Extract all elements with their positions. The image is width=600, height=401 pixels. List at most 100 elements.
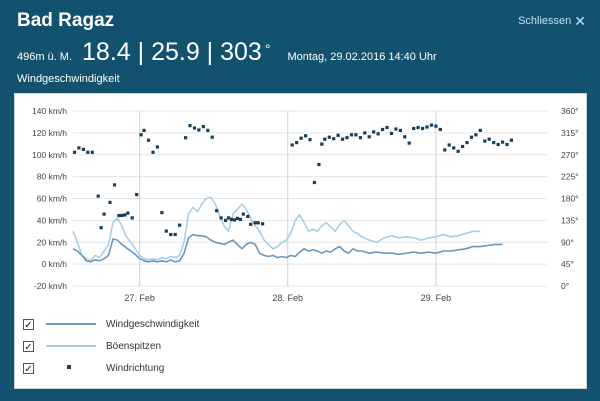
direction-point [496, 142, 500, 147]
legend-swatch-wind-speed [46, 317, 96, 331]
y-left-tick-label: 40 km/h [37, 215, 68, 225]
direction-point [81, 147, 85, 151]
direction-point [246, 214, 250, 219]
direction-point [327, 135, 331, 139]
direction-point [86, 150, 90, 154]
direction-point [492, 141, 496, 145]
close-icon: ✕ [574, 12, 586, 29]
direction-point [173, 232, 177, 237]
direction-point [226, 216, 231, 220]
direction-point [474, 133, 478, 137]
close-label: Schliessen [518, 15, 572, 27]
direction-point [372, 130, 376, 134]
y-left-tick-label: 140 km/h [32, 106, 67, 116]
y-right-tick-label: 360° [561, 106, 579, 116]
series-line-gusts [72, 196, 481, 262]
y-left-tick-label: 0 km/h [41, 259, 67, 269]
direction-point [398, 128, 402, 132]
direction-point [336, 133, 340, 137]
direction-point [425, 125, 429, 129]
direction-point [164, 229, 168, 233]
direction-point [416, 125, 420, 130]
series-line-wind-speed [72, 233, 503, 263]
direction-point [376, 132, 380, 136]
direction-point [232, 218, 237, 222]
legend-item-wind-speed[interactable]: ✓ Windgeschwindigkeit [23, 316, 243, 332]
direction-point [142, 128, 146, 132]
y-right-tick-label: 135° [561, 215, 579, 225]
direction-point [253, 221, 257, 225]
y-right-tick-label: 270° [561, 150, 579, 160]
y-right-tick-label: 90° [561, 237, 574, 247]
direction-point [443, 148, 447, 152]
direction-point [135, 193, 139, 197]
direction-point [108, 200, 112, 204]
direction-point [299, 136, 303, 140]
direction-point [210, 135, 214, 139]
direction-point [117, 213, 121, 218]
direction-point [249, 222, 253, 226]
station-name: Bad Ragaz [17, 10, 115, 31]
elevation: 496m ü. M. [17, 51, 73, 63]
legend-item-direction[interactable]: ✓ Windrichtung [23, 360, 243, 376]
y-right-tick-label: 45° [561, 259, 574, 269]
legend-item-gusts[interactable]: ✓ Böenspitzen [23, 338, 243, 354]
direction-point [96, 194, 100, 198]
direction-point [308, 138, 312, 142]
direction-point [317, 162, 321, 167]
direction-point [241, 212, 245, 216]
direction-point [403, 135, 407, 139]
current-values: 496m ü. M. 18.4 | 25.9 | 303 ° Montag, 2… [17, 38, 437, 67]
direction-point [483, 139, 487, 143]
x-tick-label: 27. Feb [124, 293, 155, 303]
direction-point [215, 209, 219, 213]
direction-point [345, 136, 349, 140]
checkbox-direction[interactable]: ✓ [23, 362, 34, 375]
direction-point [130, 216, 134, 220]
y-left-tick-label: -20 km/h [34, 281, 67, 291]
direction-point [478, 128, 482, 132]
direction-point [320, 142, 324, 146]
direction-point [434, 124, 438, 128]
direction-point [219, 216, 223, 220]
direction-point [312, 180, 316, 185]
direction-point [102, 212, 106, 216]
direction-point [120, 213, 124, 218]
direction-point [197, 128, 201, 132]
direction-point [206, 128, 210, 132]
direction-point [469, 135, 474, 139]
direction-point [160, 211, 164, 215]
direction-point [139, 133, 143, 137]
direction-point [505, 142, 509, 147]
direction-point [363, 131, 367, 135]
y-right-tick-label: 225° [561, 172, 579, 182]
x-tick-label: 28. Feb [273, 293, 304, 303]
wind-chart: -20 km/h 0 km/h 20 km/h 40 km/h 60 km/h 80 km… [32, 106, 579, 303]
direction-point [461, 144, 465, 149]
direction-point [341, 137, 345, 141]
direction-point [123, 213, 127, 217]
close-button[interactable]: Schliessen ✕ [518, 12, 586, 29]
y-left-tick-label: 60 km/h [37, 194, 68, 204]
legend-label-wind-speed: Windgeschwindigkeit [106, 318, 200, 330]
checkbox-gusts[interactable]: ✓ [23, 340, 34, 353]
direction-point [99, 226, 103, 230]
direction-point [188, 124, 192, 128]
measurement-datetime: Montag, 29.02.2016 14:40 Uhr [287, 51, 437, 63]
direction-point [146, 138, 151, 142]
direction-point [509, 138, 513, 142]
direction-point [323, 137, 327, 141]
direction-point [367, 135, 371, 139]
direction-point [295, 141, 299, 145]
y-right-tick-label: 0° [561, 281, 569, 291]
direction-point [358, 136, 362, 140]
direction-point [389, 131, 394, 135]
direction-point [407, 141, 411, 145]
direction-point [229, 217, 234, 221]
direction-point [155, 145, 159, 149]
direction-point [394, 127, 398, 131]
direction-point [447, 143, 451, 147]
direction-point [304, 134, 308, 138]
direction-point [332, 137, 336, 141]
checkbox-wind-speed[interactable]: ✓ [23, 318, 34, 331]
